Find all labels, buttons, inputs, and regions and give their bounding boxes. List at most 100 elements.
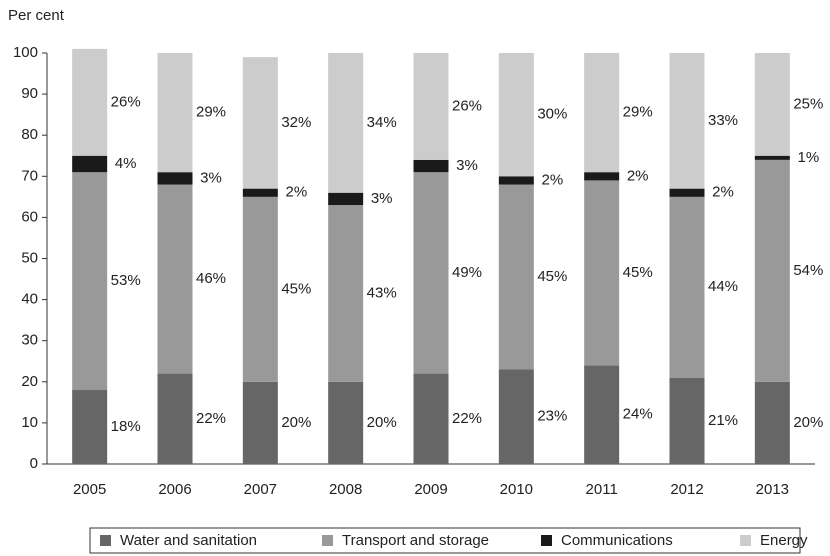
data-label: 32% <box>281 114 311 131</box>
legend-swatch <box>100 535 111 546</box>
bar-segment <box>72 390 108 464</box>
y-axis-label: Per cent <box>8 7 65 24</box>
bar-segment <box>328 381 364 464</box>
data-label: 45% <box>537 268 567 285</box>
bar-segment <box>72 155 108 173</box>
y-tick-label: 100 <box>13 44 38 61</box>
x-tick-label: 2012 <box>670 481 703 498</box>
x-tick-label: 2007 <box>244 481 277 498</box>
data-label: 2% <box>627 167 649 184</box>
bar-segment <box>669 377 705 464</box>
bar-segment <box>328 205 364 382</box>
x-tick-label: 2010 <box>500 481 533 498</box>
y-tick-label: 70 <box>21 167 38 184</box>
data-label: 49% <box>452 264 482 281</box>
y-tick-label: 10 <box>21 414 38 431</box>
bar-segment <box>72 48 108 156</box>
x-tick-label: 2005 <box>73 481 106 498</box>
legend-swatch <box>740 535 751 546</box>
bar-segment <box>498 184 534 370</box>
y-tick-label: 0 <box>30 455 38 472</box>
bar-segment <box>242 188 278 197</box>
data-label: 2% <box>541 171 563 188</box>
data-label: 25% <box>793 95 823 112</box>
bar-segment <box>584 53 620 173</box>
bar-segment <box>754 155 790 160</box>
x-tick-label: 2013 <box>756 481 789 498</box>
x-tick-label: 2008 <box>329 481 362 498</box>
bar-segment <box>498 176 534 185</box>
y-tick-label: 90 <box>21 85 38 102</box>
data-label: 29% <box>196 104 226 121</box>
data-label: 24% <box>623 406 653 423</box>
bar-segment <box>669 188 705 197</box>
bar-segment <box>669 196 705 378</box>
bar-segment <box>413 53 449 160</box>
bar-segment <box>669 53 705 189</box>
data-label: 53% <box>111 272 141 289</box>
data-label: 20% <box>367 414 397 431</box>
data-label: 18% <box>111 418 141 435</box>
legend-swatch <box>322 535 333 546</box>
bar-segment <box>242 196 278 382</box>
bar-segment <box>328 53 364 193</box>
data-label: 20% <box>793 414 823 431</box>
bar-segment <box>328 192 364 206</box>
data-label: 26% <box>111 93 141 110</box>
bar-segment <box>584 180 620 366</box>
bar-segment <box>157 53 193 173</box>
bar-segment <box>754 381 790 464</box>
y-tick-label: 80 <box>21 126 38 143</box>
legend-label: Water and sanitation <box>120 532 257 549</box>
y-tick-label: 40 <box>21 291 38 308</box>
x-tick-label: 2006 <box>158 481 191 498</box>
data-label: 3% <box>371 190 393 207</box>
bar-segment <box>242 57 278 189</box>
y-tick-label: 50 <box>21 249 38 266</box>
data-label: 54% <box>793 262 823 279</box>
y-tick-label: 20 <box>21 373 38 390</box>
bar-segment <box>242 381 278 464</box>
bar-segment <box>157 373 193 464</box>
data-label: 1% <box>797 149 819 166</box>
data-label: 45% <box>281 280 311 297</box>
legend-label: Communications <box>561 532 673 549</box>
bar-segment <box>754 159 790 382</box>
bar-segment <box>498 369 534 464</box>
bar-segment <box>498 53 534 177</box>
data-label: 46% <box>196 270 226 287</box>
data-label: 44% <box>708 278 738 295</box>
bar-segment <box>413 373 449 464</box>
data-label: 23% <box>537 408 567 425</box>
data-label: 22% <box>196 410 226 427</box>
legend-label: Energy <box>760 532 808 549</box>
bar-segment <box>413 159 449 173</box>
bar-segment <box>157 172 193 185</box>
bar-segment <box>754 53 790 156</box>
data-label: 4% <box>115 155 137 172</box>
data-label: 45% <box>623 264 653 281</box>
bar-segment <box>584 365 620 464</box>
data-label: 2% <box>285 184 307 201</box>
data-label: 34% <box>367 114 397 131</box>
data-label: 22% <box>452 410 482 427</box>
y-tick-label: 30 <box>21 332 38 349</box>
data-label: 3% <box>200 169 222 186</box>
data-label: 2% <box>712 184 734 201</box>
data-label: 33% <box>708 112 738 129</box>
legend-swatch <box>541 535 552 546</box>
data-label: 20% <box>281 414 311 431</box>
y-tick-label: 60 <box>21 208 38 225</box>
data-label: 29% <box>623 104 653 121</box>
x-tick-label: 2009 <box>414 481 447 498</box>
bar-segment <box>72 172 108 391</box>
bar-segment <box>157 184 193 374</box>
data-label: 30% <box>537 106 567 123</box>
legend-label: Transport and storage <box>342 532 489 549</box>
data-label: 3% <box>456 157 478 174</box>
data-label: 26% <box>452 97 482 114</box>
x-tick-label: 2011 <box>586 481 618 498</box>
data-label: 21% <box>708 412 738 429</box>
data-label: 43% <box>367 284 397 301</box>
